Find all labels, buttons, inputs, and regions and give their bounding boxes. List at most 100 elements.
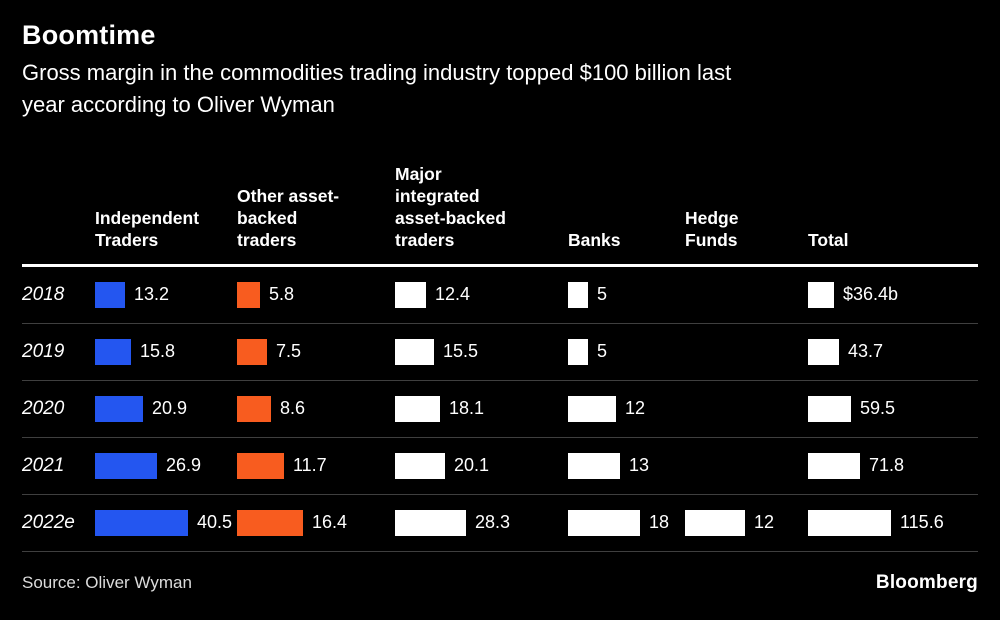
table-row: 2020 20.9 8.6 18.1 12 59.5	[22, 381, 978, 438]
bar-cell: 5	[568, 267, 685, 323]
bar	[95, 509, 188, 536]
bar-cell: 71.8	[808, 438, 978, 494]
bar	[395, 509, 466, 536]
bar	[808, 281, 834, 308]
bar-cell: 43.7	[808, 324, 978, 380]
bar-value-label: 5	[597, 341, 608, 362]
bar	[95, 338, 131, 365]
bar-value-label: 18.1	[449, 398, 485, 419]
bar	[237, 281, 260, 308]
bar-value-label: 5	[597, 284, 608, 305]
bar-cell: 40.5	[95, 495, 237, 551]
bar-cell: 28.3	[395, 495, 568, 551]
bar-cell: 15.5	[395, 324, 568, 380]
bar	[808, 338, 839, 365]
row-year-label: 2020	[22, 397, 65, 419]
bar	[568, 395, 616, 422]
bar-value-label: 11.7	[293, 455, 327, 476]
bar	[808, 509, 891, 536]
bar-cell: 20.9	[95, 381, 237, 437]
row-year-label: 2018	[22, 283, 65, 305]
bar-value-label: $36.4b	[843, 284, 899, 305]
column-header-row: Independent Traders Other asset- backed t…	[22, 145, 978, 267]
bar-value-label: 43.7	[848, 341, 884, 362]
column-header: Banks	[568, 229, 621, 250]
bar	[568, 338, 588, 365]
bar-value-label: 26.9	[166, 455, 202, 476]
bar	[95, 452, 157, 479]
row-year-label: 2022e	[22, 511, 75, 533]
bar	[685, 509, 745, 536]
bloomberg-logo: Bloomberg	[875, 571, 978, 593]
bar	[395, 395, 440, 422]
chart-subtitle: Gross margin in the commodities trading …	[22, 60, 732, 117]
bar-value-label: 40.5	[197, 512, 233, 533]
bar	[808, 452, 860, 479]
bar-value-label: 7.5	[276, 341, 302, 362]
bar	[237, 509, 303, 536]
source-note: Source: Oliver Wyman	[22, 572, 192, 592]
bar-cell	[685, 324, 808, 380]
bar-cell: 5	[568, 324, 685, 380]
bar-value-label: 16.4	[312, 512, 348, 533]
bar-cell: $36.4b	[808, 267, 978, 323]
bar	[237, 452, 284, 479]
column-header: Independent Traders	[95, 208, 200, 250]
bar-value-label: 12.4	[435, 284, 471, 305]
bar	[395, 338, 434, 365]
bar-value-label: 13	[629, 455, 650, 476]
chart-title: Boomtime	[22, 20, 156, 50]
bar	[395, 452, 445, 479]
bar-cell: 18	[568, 495, 685, 551]
bar	[95, 281, 125, 308]
bar-cell	[685, 438, 808, 494]
column-header: Hedge Funds	[685, 208, 739, 250]
bar-cell: 15.8	[95, 324, 237, 380]
column-header: Major integrated asset-backed traders	[395, 164, 506, 250]
chart-footer: Source: Oliver Wyman Bloomberg	[22, 572, 978, 594]
bar-value-label: 12	[625, 398, 646, 419]
bar-cell: 59.5	[808, 381, 978, 437]
bar-value-label: 20.9	[152, 398, 188, 419]
bar-cell: 7.5	[237, 324, 395, 380]
bar-cell: 12	[568, 381, 685, 437]
bar	[568, 509, 640, 536]
bar-cell: 13	[568, 438, 685, 494]
bar	[95, 395, 143, 422]
table-row: 2022e 40.5 16.4 28.3 18 12 115.6	[22, 495, 978, 552]
row-year-label: 2019	[22, 340, 65, 362]
table-row: 2018 13.2 5.8 12.4 5 $36.4b	[22, 267, 978, 324]
bar	[568, 452, 620, 479]
column-header: Other asset- backed traders	[237, 186, 340, 250]
bar-cell: 18.1	[395, 381, 568, 437]
bar-cell: 13.2	[95, 267, 237, 323]
bar	[237, 338, 267, 365]
chart-rows: 2018 13.2 5.8 12.4 5 $36.4b 2019 15.8 7.5 15.5 5 43…	[22, 267, 978, 552]
bar-cell: 16.4	[237, 495, 395, 551]
bar-cell	[685, 381, 808, 437]
bar-value-label: 18	[649, 512, 670, 533]
bar-value-label: 115.6	[900, 512, 944, 533]
bar	[808, 395, 851, 422]
bar-value-label: 13.2	[134, 284, 170, 305]
bar	[568, 281, 588, 308]
table-row: 2021 26.9 11.7 20.1 13 71.8	[22, 438, 978, 495]
bar-value-label: 15.5	[443, 341, 479, 362]
bar-cell: 26.9	[95, 438, 237, 494]
bar	[395, 281, 426, 308]
row-year-label: 2021	[22, 454, 65, 476]
column-header: Total	[808, 229, 849, 250]
bar-cell: 5.8	[237, 267, 395, 323]
bar-cell: 12.4	[395, 267, 568, 323]
bar-value-label: 28.3	[475, 512, 511, 533]
bar-value-label: 15.8	[140, 341, 176, 362]
bar-cell: 11.7	[237, 438, 395, 494]
bar-value-label: 59.5	[860, 398, 896, 419]
bar-value-label: 12	[754, 512, 775, 533]
bar-value-label: 20.1	[454, 455, 490, 476]
bar-cell: 20.1	[395, 438, 568, 494]
bar-cell: 8.6	[237, 381, 395, 437]
bar-cell	[685, 267, 808, 323]
bar	[237, 395, 271, 422]
